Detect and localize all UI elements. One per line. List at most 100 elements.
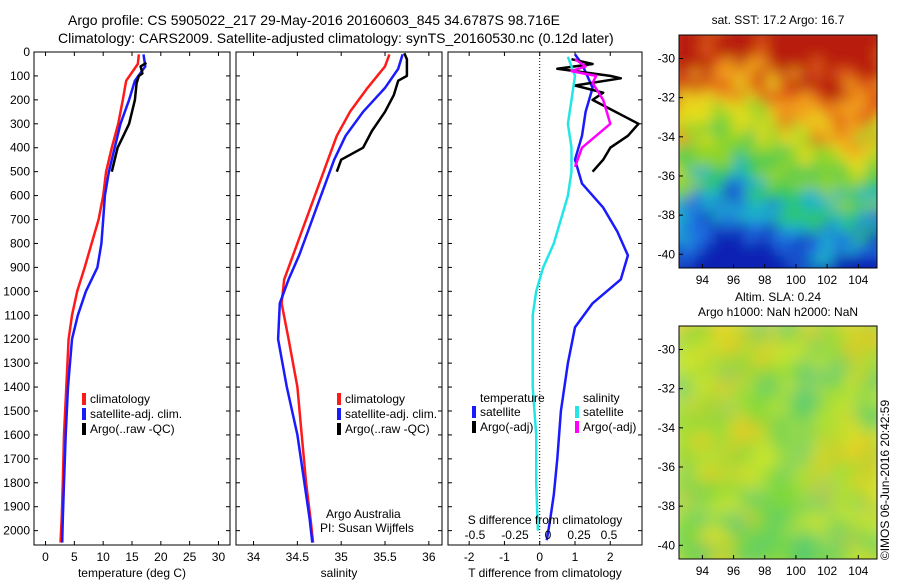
map-cell — [822, 513, 834, 525]
map-cell — [855, 535, 867, 547]
map-cell — [679, 403, 680, 415]
map-cell — [855, 458, 867, 470]
map-cell — [767, 79, 779, 91]
map-cell — [800, 513, 812, 525]
map-cell — [745, 35, 757, 47]
map-cell — [789, 123, 801, 135]
map-cell — [679, 436, 680, 448]
map-cell — [866, 101, 877, 113]
map-cell — [701, 68, 713, 80]
map-cell — [877, 101, 889, 113]
map-cell — [855, 480, 867, 492]
map-cell — [767, 337, 779, 349]
map-cell — [789, 557, 801, 559]
map-cell — [789, 101, 801, 113]
map-cell — [690, 392, 702, 404]
depth-tick-label: 800 — [10, 236, 30, 250]
map-cell — [712, 145, 724, 157]
map-cell — [745, 381, 757, 393]
map-cell — [745, 211, 757, 223]
map-cell — [756, 79, 768, 91]
map-cell — [778, 156, 790, 168]
map-y-tick-label: -38 — [658, 499, 676, 513]
map-cell — [855, 68, 867, 80]
map-cell — [789, 403, 801, 415]
x-tick-label: 2 — [607, 550, 614, 564]
profile-title: Argo profile: CS 5905022_217 29-May-2016… — [68, 12, 560, 28]
map-cell — [723, 524, 735, 536]
map-cell — [811, 381, 823, 393]
map-cell — [723, 145, 735, 157]
map-cell — [789, 524, 801, 536]
map-cell — [866, 233, 877, 245]
map-cell — [833, 524, 845, 536]
series-line-salinity-satellite — [531, 56, 577, 531]
map-cell — [778, 469, 790, 481]
map-cell — [822, 134, 834, 146]
map-cell — [679, 222, 691, 234]
map-cell — [734, 79, 746, 91]
map-cell — [866, 255, 877, 267]
map-cell — [745, 123, 757, 135]
map-cell — [690, 447, 702, 459]
map-cell — [679, 535, 691, 547]
map-cell — [833, 403, 845, 415]
map-cell — [679, 101, 691, 113]
map-cell — [701, 414, 713, 426]
map-cell — [745, 458, 757, 470]
series-line-salinity-argo-adj- — [570, 58, 612, 168]
map-cell — [690, 425, 702, 437]
map-cell — [844, 414, 856, 426]
map-cell — [745, 90, 757, 102]
map-cell — [745, 57, 757, 69]
map-cell — [789, 392, 801, 404]
map-cell — [701, 524, 713, 536]
map-cell — [734, 447, 746, 459]
map-cell — [877, 79, 889, 91]
map-cell — [778, 458, 790, 470]
map-cell — [723, 233, 735, 245]
map-cell — [712, 244, 724, 256]
map-cell — [712, 436, 724, 448]
map-cell — [811, 134, 823, 146]
depth-tick-label: 1200 — [3, 332, 30, 346]
map-cell — [789, 491, 801, 503]
map-cell — [800, 392, 812, 404]
map-cell — [844, 337, 856, 349]
map-cell — [679, 447, 680, 459]
map-cell — [679, 403, 691, 415]
map-cell — [833, 348, 845, 360]
map-cell — [833, 101, 845, 113]
map-cell — [734, 255, 746, 267]
map-cell — [778, 491, 790, 503]
map-cell — [778, 381, 790, 393]
map-cell — [833, 79, 845, 91]
map-cell — [767, 123, 779, 135]
series-line-temperature-argo-adj- — [556, 57, 640, 173]
map-cell — [767, 57, 779, 69]
sst-map-cells — [679, 35, 889, 268]
map-cell — [778, 222, 790, 234]
map-cell — [811, 403, 823, 415]
x-tick-label: 30 — [212, 550, 226, 564]
map-cell — [701, 469, 713, 481]
map-cell — [767, 425, 779, 437]
map-cell — [833, 480, 845, 492]
map-cell — [822, 370, 834, 382]
map-cell — [778, 200, 790, 212]
map-cell — [701, 359, 713, 371]
map-cell — [690, 524, 702, 536]
map-cell — [811, 326, 823, 338]
map-cell — [767, 491, 779, 503]
map-cell — [822, 458, 834, 470]
map-cell — [811, 469, 823, 481]
map-cell — [789, 348, 801, 360]
x2-tick-label: 0.5 — [601, 528, 618, 542]
map-cell — [723, 337, 735, 349]
map-cell — [800, 436, 812, 448]
map-cell — [690, 101, 702, 113]
map-cell — [778, 392, 790, 404]
map-cell — [756, 370, 768, 382]
map-cell — [800, 178, 812, 190]
map-cell — [855, 178, 867, 190]
